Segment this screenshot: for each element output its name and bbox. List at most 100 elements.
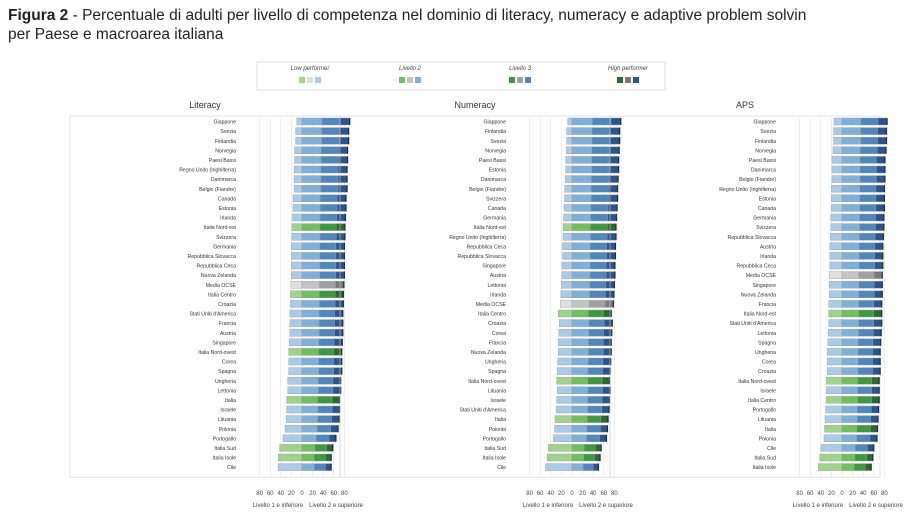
bar-level-4	[873, 329, 882, 337]
bar-low	[291, 223, 303, 231]
bar-level-2	[571, 146, 593, 155]
country-label: Finlandia	[485, 129, 506, 135]
bar-level-3	[316, 425, 332, 433]
bar-low	[288, 367, 303, 375]
bar-level-2	[841, 252, 860, 260]
bar-level-2	[841, 117, 862, 126]
bar-low	[294, 156, 303, 164]
bar-low	[563, 213, 573, 222]
bar-level-3	[317, 405, 333, 414]
bar-level-4	[604, 300, 614, 308]
bar-level-4	[875, 194, 885, 203]
bar-level-4	[874, 232, 884, 241]
tick-label: 80	[881, 491, 888, 497]
country-label: Ungheria	[485, 360, 506, 366]
bar-level-2	[841, 309, 859, 318]
country-label: Ungheria	[755, 350, 776, 356]
bar-level-3	[856, 434, 871, 442]
bar-low	[562, 252, 573, 260]
bar-level-3	[584, 444, 596, 452]
bar-level-3	[318, 357, 335, 366]
bar-level-3	[589, 281, 607, 289]
bar-level-2	[841, 453, 856, 462]
bar-level-3	[318, 377, 334, 385]
bar-level-2	[571, 453, 584, 462]
bar-low	[566, 127, 573, 135]
bar-low	[833, 127, 843, 135]
bar-low	[558, 338, 573, 346]
bar-level-3	[589, 271, 607, 279]
bar-low	[560, 290, 573, 298]
bar-level-3	[321, 136, 340, 145]
bar-low	[286, 405, 303, 414]
tick-label: 60	[537, 491, 544, 497]
bar-level-2	[841, 396, 858, 404]
tick-label: 20	[309, 491, 316, 497]
bar-level-3	[320, 156, 339, 164]
bar-level-3	[589, 261, 607, 270]
bar-level-4	[336, 232, 346, 241]
bar-level-3	[320, 194, 338, 203]
bar-level-2	[841, 146, 861, 155]
bar-level-3	[859, 194, 877, 203]
bar-level-3	[856, 425, 871, 433]
bar-level-4	[325, 463, 332, 471]
bar-level-3	[860, 127, 878, 135]
bar-level-4	[876, 146, 887, 155]
legend-swatch	[617, 77, 623, 83]
country-label: Cile	[767, 446, 776, 452]
country-label: Spagna	[758, 340, 776, 346]
bar-level-4	[334, 338, 343, 346]
bar-level-4	[595, 444, 602, 452]
country-label: Italia Isole	[213, 456, 236, 462]
bar-level-3	[319, 300, 336, 308]
country-label: Francia	[219, 321, 236, 327]
bar-low	[825, 377, 843, 385]
bar-level-2	[571, 232, 591, 241]
bar-low	[827, 338, 843, 346]
bar-low	[293, 165, 303, 174]
bar-low	[279, 444, 303, 452]
bar-level-3	[858, 309, 875, 318]
bar-low	[556, 367, 573, 375]
bar-level-4	[606, 252, 616, 260]
bar-low	[823, 434, 843, 442]
bar-level-2	[571, 223, 591, 231]
bar-level-2	[571, 329, 589, 337]
country-label: Austria	[490, 273, 506, 279]
bar-level-4	[601, 377, 610, 385]
tick-label: 80	[526, 491, 533, 497]
country-label: Lituania	[758, 417, 776, 423]
tick-label: 80	[341, 491, 348, 497]
panel-title: Numeracy	[454, 100, 496, 110]
country-label: Stati Uniti d'America	[189, 312, 236, 318]
bar-low	[831, 194, 843, 203]
bar-level-2	[841, 194, 861, 203]
tick-label: 20	[828, 491, 835, 497]
country-label: Germania	[753, 216, 776, 222]
bar-level-2	[841, 319, 859, 327]
bar-low	[556, 386, 573, 394]
bar-level-3	[858, 242, 875, 251]
bar-level-4	[328, 434, 337, 442]
tick-label: 80	[796, 491, 803, 497]
bar-level-2	[571, 252, 591, 260]
bar-level-2	[301, 232, 321, 241]
bar-level-4	[332, 377, 341, 385]
country-label: Giappone	[214, 120, 237, 126]
bar-low	[564, 175, 573, 183]
bar-level-2	[841, 386, 858, 394]
bar-level-2	[841, 338, 859, 346]
bar-level-2	[571, 377, 589, 385]
country-label: Italia Centro	[208, 292, 236, 298]
country-label: Nuova Zelanda	[471, 350, 506, 356]
bar-level-4	[610, 117, 621, 126]
bar-level-4	[865, 463, 872, 471]
bar-level-3	[860, 146, 878, 155]
bar-low	[277, 453, 303, 462]
bar-level-3	[588, 329, 605, 337]
bar-level-2	[301, 271, 321, 279]
country-label: Danimarca	[211, 177, 236, 183]
bar-level-4	[601, 405, 610, 414]
bar-level-3	[590, 204, 609, 212]
